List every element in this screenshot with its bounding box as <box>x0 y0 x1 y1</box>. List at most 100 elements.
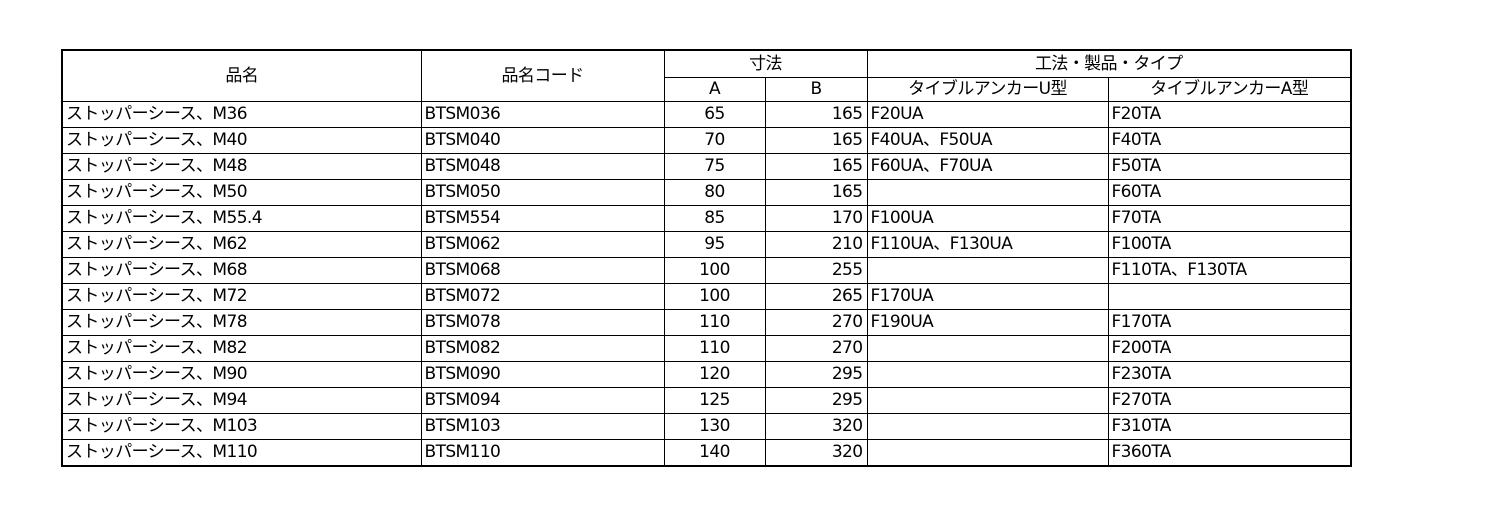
cell-code: BTSM068 <box>420 257 665 284</box>
cell-u-type <box>866 387 1109 414</box>
table-row: ストッパーシース、M103 BTSM103 130 320 F310TA <box>61 413 1352 440</box>
cell-name: ストッパーシース、M48 <box>61 153 422 180</box>
cell-u-type: F190UA <box>866 309 1109 336</box>
cell-dim-a: 95 <box>663 231 766 258</box>
cell-dim-b: 255 <box>764 257 868 284</box>
cell-dim-a: 140 <box>663 439 766 467</box>
cell-code: BTSM036 <box>420 101 665 128</box>
cell-name: ストッパーシース、M62 <box>61 231 422 258</box>
cell-code: BTSM082 <box>420 335 665 362</box>
cell-code: BTSM048 <box>420 153 665 180</box>
cell-name: ストッパーシース、M78 <box>61 309 422 336</box>
cell-dim-b: 165 <box>764 127 868 154</box>
cell-dim-b: 265 <box>764 283 868 310</box>
cell-a-type: F170TA <box>1107 309 1352 336</box>
cell-code: BTSM062 <box>420 231 665 258</box>
table-row: ストッパーシース、M94 BTSM094 125 295 F270TA <box>61 387 1352 414</box>
cell-u-type: F20UA <box>866 101 1109 128</box>
cell-dim-a: 120 <box>663 361 766 388</box>
cell-u-type <box>866 179 1109 206</box>
header-method: 工法・製品・タイプ <box>866 49 1352 78</box>
header-dimensions: 寸法 <box>663 49 868 78</box>
cell-code: BTSM050 <box>420 179 665 206</box>
cell-dim-a: 80 <box>663 179 766 206</box>
cell-dim-a: 70 <box>663 127 766 154</box>
table-row: ストッパーシース、M48 BTSM048 75 165 F60UA、F70UA F50TA <box>61 153 1352 180</box>
cell-code: BTSM103 <box>420 413 665 440</box>
cell-dim-b: 165 <box>764 179 868 206</box>
cell-code: BTSM090 <box>420 361 665 388</box>
cell-dim-a: 125 <box>663 387 766 414</box>
table-row: ストッパーシース、M68 BTSM068 100 255 F110TA、F130TA <box>61 257 1352 284</box>
cell-code: BTSM554 <box>420 205 665 232</box>
cell-u-type <box>866 439 1109 467</box>
cell-name: ストッパーシース、M68 <box>61 257 422 284</box>
cell-dim-b: 165 <box>764 153 868 180</box>
cell-u-type: F60UA、F70UA <box>866 153 1109 180</box>
header-dim-b: B <box>764 77 868 102</box>
cell-dim-b: 320 <box>764 439 868 467</box>
cell-dim-a: 110 <box>663 309 766 336</box>
cell-a-type: F60TA <box>1107 179 1352 206</box>
cell-a-type <box>1107 283 1352 310</box>
cell-name: ストッパーシース、M103 <box>61 413 422 440</box>
product-table: 品名 品名コード 寸法 工法・製品・タイプ A B タイブルアンカーU型 タイブ… <box>61 49 1352 467</box>
table-row: ストッパーシース、M36 BTSM036 65 165 F20UA F20TA <box>61 101 1352 128</box>
cell-name: ストッパーシース、M50 <box>61 179 422 206</box>
table-row: ストッパーシース、M82 BTSM082 110 270 F200TA <box>61 335 1352 362</box>
cell-code: BTSM078 <box>420 309 665 336</box>
cell-dim-a: 85 <box>663 205 766 232</box>
cell-dim-a: 110 <box>663 335 766 362</box>
cell-code: BTSM110 <box>420 439 665 467</box>
cell-a-type: F100TA <box>1107 231 1352 258</box>
cell-u-type <box>866 361 1109 388</box>
cell-a-type: F270TA <box>1107 387 1352 414</box>
cell-u-type <box>866 257 1109 284</box>
cell-dim-b: 165 <box>764 101 868 128</box>
table-row: ストッパーシース、M50 BTSM050 80 165 F60TA <box>61 179 1352 206</box>
cell-u-type <box>866 335 1109 362</box>
header-code: 品名コード <box>420 49 665 102</box>
cell-dim-b: 320 <box>764 413 868 440</box>
cell-dim-a: 65 <box>663 101 766 128</box>
table-row: ストッパーシース、M110 BTSM110 140 320 F360TA <box>61 439 1352 467</box>
table-row: ストッパーシース、M55.4 BTSM554 85 170 F100UA F70TA <box>61 205 1352 232</box>
cell-u-type: F40UA、F50UA <box>866 127 1109 154</box>
cell-name: ストッパーシース、M36 <box>61 101 422 128</box>
cell-dim-a: 130 <box>663 413 766 440</box>
cell-dim-b: 170 <box>764 205 868 232</box>
cell-name: ストッパーシース、M72 <box>61 283 422 310</box>
cell-a-type: F360TA <box>1107 439 1352 467</box>
cell-code: BTSM094 <box>420 387 665 414</box>
cell-dim-b: 270 <box>764 335 868 362</box>
cell-name: ストッパーシース、M55.4 <box>61 205 422 232</box>
table-row: ストッパーシース、M78 BTSM078 110 270 F190UA F170TA <box>61 309 1352 336</box>
cell-dim-a: 100 <box>663 257 766 284</box>
cell-dim-b: 295 <box>764 387 868 414</box>
cell-dim-a: 100 <box>663 283 766 310</box>
cell-a-type: F70TA <box>1107 205 1352 232</box>
cell-a-type: F200TA <box>1107 335 1352 362</box>
header-a-type: タイブルアンカーA型 <box>1107 77 1352 102</box>
table-row: ストッパーシース、M62 BTSM062 95 210 F110UA、F130UA F10… <box>61 231 1352 258</box>
cell-a-type: F20TA <box>1107 101 1352 128</box>
table-row: ストッパーシース、M40 BTSM040 70 165 F40UA、F50UA F40TA <box>61 127 1352 154</box>
cell-a-type: F40TA <box>1107 127 1352 154</box>
cell-dim-a: 75 <box>663 153 766 180</box>
cell-u-type: F110UA、F130UA <box>866 231 1109 258</box>
cell-dim-b: 270 <box>764 309 868 336</box>
table-row: ストッパーシース、M90 BTSM090 120 295 F230TA <box>61 361 1352 388</box>
cell-name: ストッパーシース、M90 <box>61 361 422 388</box>
cell-name: ストッパーシース、M110 <box>61 439 422 467</box>
table-row: ストッパーシース、M72 BTSM072 100 265 F170UA <box>61 283 1352 310</box>
cell-a-type: F110TA、F130TA <box>1107 257 1352 284</box>
header-u-type: タイブルアンカーU型 <box>866 77 1109 102</box>
cell-a-type: F310TA <box>1107 413 1352 440</box>
cell-u-type: F170UA <box>866 283 1109 310</box>
header-name: 品名 <box>61 49 422 102</box>
cell-u-type: F100UA <box>866 205 1109 232</box>
cell-u-type <box>866 413 1109 440</box>
cell-dim-b: 295 <box>764 361 868 388</box>
cell-a-type: F230TA <box>1107 361 1352 388</box>
cell-code: BTSM040 <box>420 127 665 154</box>
